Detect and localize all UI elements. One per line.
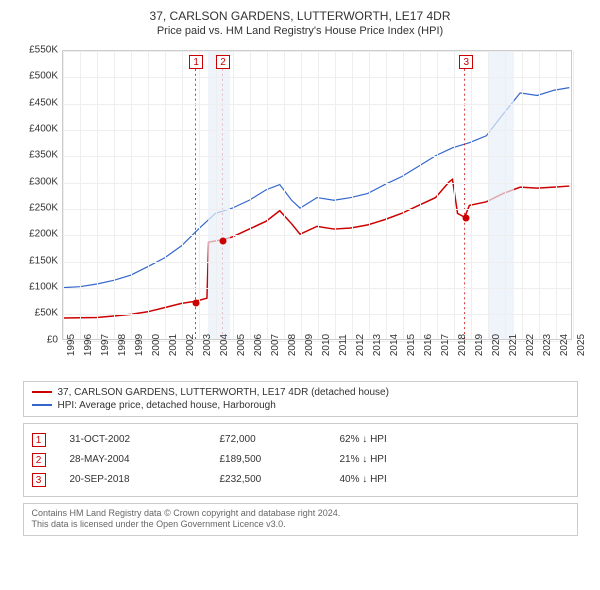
chart-marker: 2 [216,55,230,69]
chart-marker: 1 [189,55,203,69]
legend-swatch [32,391,52,393]
x-axis-label: 2018 [457,334,468,356]
x-axis-label: 2012 [355,334,366,356]
chart-container: 37, CARLSON GARDENS, LUTTERWORTH, LE17 4… [0,0,600,590]
x-axis-label: 2008 [287,334,298,356]
chart-title: 37, CARLSON GARDENS, LUTTERWORTH, LE17 4… [12,8,588,25]
x-axis-label: 2002 [185,334,196,356]
x-axis-label: 2007 [270,334,281,356]
y-axis-label: £350K [29,150,58,161]
x-axis-label: 2014 [389,334,400,356]
x-axis-label: 2001 [168,334,179,356]
x-axis-label: 1998 [117,334,128,356]
legend-swatch [32,404,52,406]
x-axis-label: 2015 [406,334,417,356]
chart-marker: 3 [459,55,473,69]
row-marker: 1 [32,433,46,447]
y-axis-label: £550K [29,44,58,55]
chart-subtitle: Price paid vs. HM Land Registry's House … [12,25,588,37]
legend: 37, CARLSON GARDENS, LUTTERWORTH, LE17 4… [23,381,578,417]
y-axis-label: £200K [29,229,58,240]
row-pct: 62% ↓ HPI [340,434,569,445]
row-date: 20-SEP-2018 [70,474,220,485]
row-date: 28-MAY-2004 [70,454,220,465]
sale-point-dot [193,299,200,306]
footer-line: This data is licensed under the Open Gov… [32,519,569,531]
table-row: 3 20-SEP-2018 £232,500 40% ↓ HPI [32,470,569,490]
y-axis-label: £450K [29,97,58,108]
y-axis-label: £50K [35,308,58,319]
footer-line: Contains HM Land Registry data © Crown c… [32,508,569,520]
y-axis-label: £250K [29,202,58,213]
x-axis-label: 2010 [321,334,332,356]
x-axis-label: 2016 [423,334,434,356]
y-axis-label: £0 [47,334,58,345]
transactions-table: 1 31-OCT-2002 £72,000 62% ↓ HPI 2 28-MAY… [23,423,578,497]
y-axis-label: £500K [29,71,58,82]
x-axis-label: 2000 [151,334,162,356]
row-marker: 3 [32,473,46,487]
sale-point-dot [463,215,470,222]
x-axis-label: 2019 [474,334,485,356]
x-axis-label: 2020 [491,334,502,356]
x-axis-label: 2017 [440,334,451,356]
legend-label: 37, CARLSON GARDENS, LUTTERWORTH, LE17 4… [58,387,389,398]
x-axis-label: 2024 [559,334,570,356]
legend-item: 37, CARLSON GARDENS, LUTTERWORTH, LE17 4… [32,386,569,399]
row-pct: 21% ↓ HPI [340,454,569,465]
table-row: 1 31-OCT-2002 £72,000 62% ↓ HPI [32,430,569,450]
y-axis-label: £100K [29,282,58,293]
x-axis-label: 2013 [372,334,383,356]
x-axis-label: 1997 [100,334,111,356]
x-axis-label: 2003 [202,334,213,356]
x-axis-label: 1999 [134,334,145,356]
footer: Contains HM Land Registry data © Crown c… [23,503,578,536]
x-axis-label: 1996 [83,334,94,356]
x-axis-label: 2021 [508,334,519,356]
sale-point-dot [219,237,226,244]
y-axis-label: £400K [29,123,58,134]
row-price: £72,000 [220,434,340,445]
x-axis-label: 2025 [576,334,587,356]
x-axis-label: 2023 [542,334,553,356]
x-axis-label: 2011 [338,334,349,356]
legend-item: HPI: Average price, detached house, Harb… [32,399,569,412]
x-axis-label: 2022 [525,334,536,356]
table-row: 2 28-MAY-2004 £189,500 21% ↓ HPI [32,450,569,470]
row-price: £189,500 [220,454,340,465]
row-price: £232,500 [220,474,340,485]
x-axis-label: 2006 [253,334,264,356]
y-axis-label: £150K [29,255,58,266]
x-axis-label: 2009 [304,334,315,356]
y-axis-label: £300K [29,176,58,187]
chart-area: 12 3 £0 £50K £100K £150K £200K £250K £300K £350K… [20,45,580,375]
row-marker: 2 [32,453,46,467]
row-date: 31-OCT-2002 [70,434,220,445]
x-axis-label: 2004 [219,334,230,356]
x-axis-label: 1995 [66,334,77,356]
row-pct: 40% ↓ HPI [340,474,569,485]
plot-region: 12 3 [62,50,572,340]
x-axis-label: 2005 [236,334,247,356]
legend-label: HPI: Average price, detached house, Harb… [58,400,276,411]
